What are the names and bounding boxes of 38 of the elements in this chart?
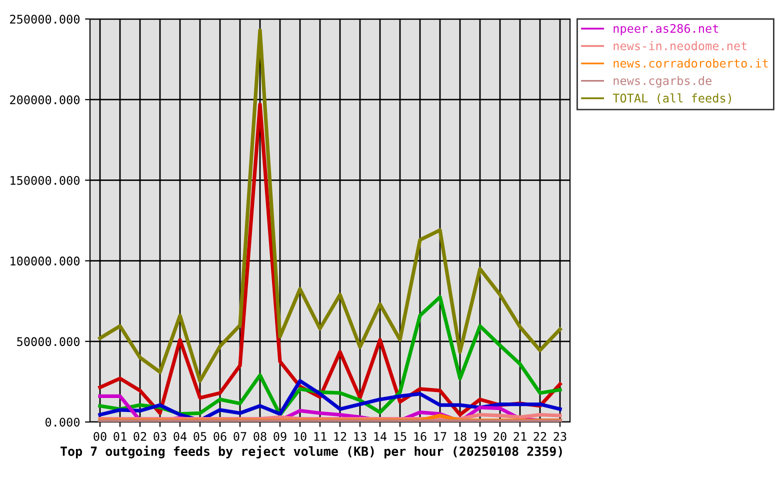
x-tick-label: 10 [294,432,306,441]
x-tick-label: 05 [194,432,206,441]
text: Top 7 outgoing feeds by reject volume (KB) per hour (20250108 2359) [60,446,562,458]
x-tick-label: 02 [134,432,146,441]
x-tick-label: 08 [254,432,266,441]
y-tick-label: 200000.000 [10,95,80,104]
legend-label: news-in.neodome.net [614,41,746,50]
x-tick-label: 21 [514,432,526,441]
x-tick-label: 07 [234,432,246,441]
x-tick-label: 06 [214,432,226,441]
x-tick-label: 11 [314,432,326,441]
x-tick-label: 17 [434,432,446,441]
y-tick-label: 150000.000 [10,176,80,185]
x-tick-label: 23 [554,432,566,441]
legend-label: TOTAL (all feeds) [612,93,731,104]
x-tick-label: 19 [474,432,486,441]
x-tick-label: 01 [114,432,126,441]
y-tick-label: 250000.000 [10,14,80,24]
line-series [98,28,562,383]
x-tick-label: 18 [454,432,466,441]
x-tick-label: 14 [374,432,387,441]
x-tick-label: 15 [394,432,406,441]
y-tick-label: 0.000 [46,418,80,427]
x-tick-label: 04 [174,432,187,441]
x-tick-label: 12 [334,432,346,441]
line-series [98,102,562,417]
y-tick-label: 50000.000 [17,337,80,346]
legend-label: news.cgarbs.de [614,76,712,88]
x-tick-label: 03 [154,432,166,441]
y-tick-label: 100000.000 [10,256,80,266]
x-tick-label: 00 [94,432,106,441]
x-tick-label: 16 [414,432,426,441]
x-tick-label: 22 [534,432,546,441]
legend-label: npeer.as286.net [614,24,718,36]
x-tick-label: 20 [494,432,506,441]
x-tick-label: 13 [354,432,366,441]
legend-label: news.corradoroberto.it [614,58,768,68]
x-tick-label: 09 [274,432,286,441]
